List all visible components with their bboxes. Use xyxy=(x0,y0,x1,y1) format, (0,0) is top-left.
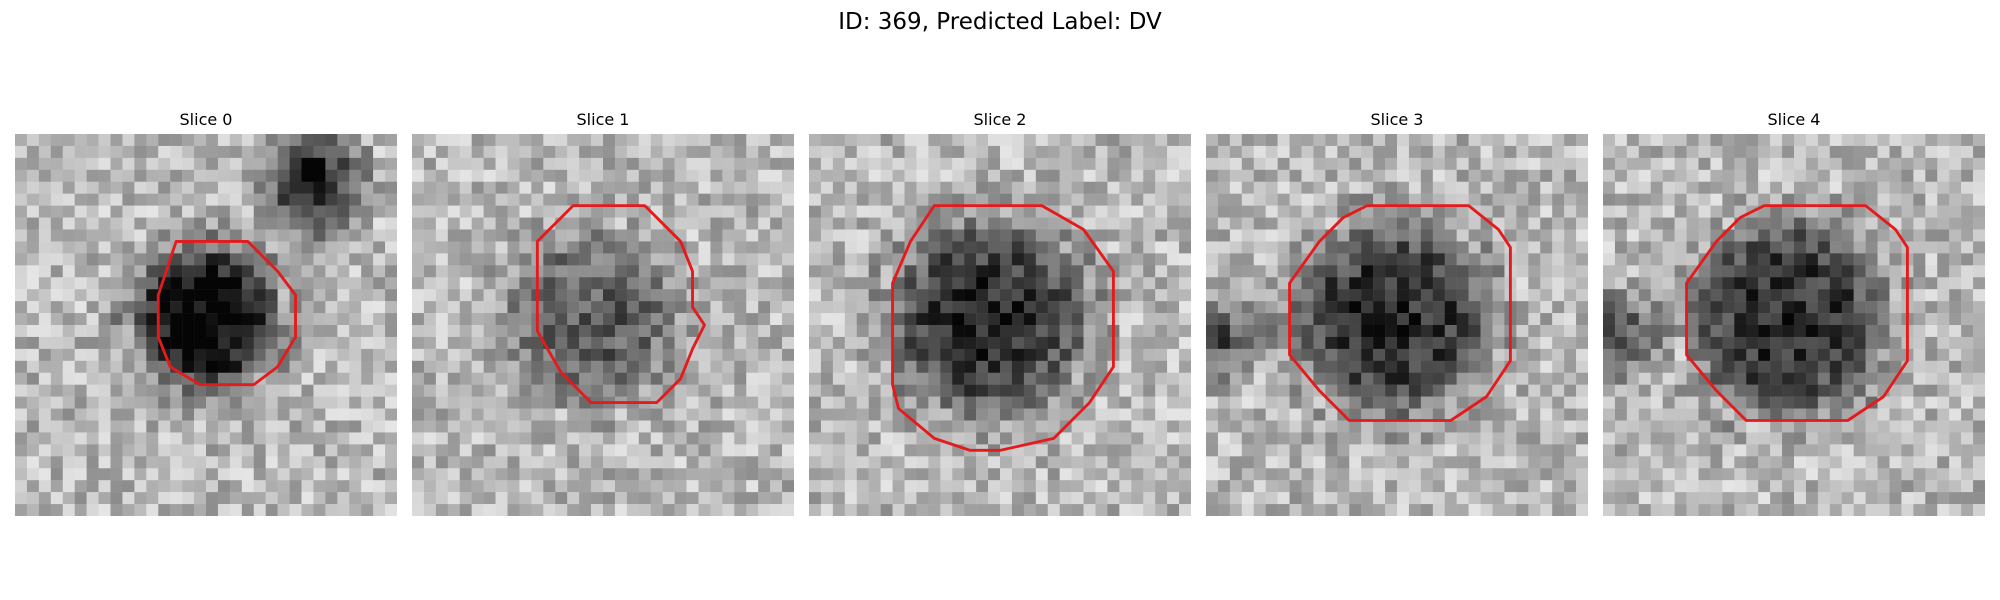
slice-title: Slice 4 xyxy=(1767,110,1821,129)
slice-title: Slice 0 xyxy=(179,110,233,129)
slice-panel-0: Slice 0 xyxy=(15,108,397,516)
segmentation-contour xyxy=(1288,204,1512,422)
slice-title: Slice 2 xyxy=(973,110,1027,129)
slice-image xyxy=(1603,134,1985,516)
segmentation-contour xyxy=(535,204,706,405)
slice-title: Slice 1 xyxy=(576,110,630,129)
figure-title: ID: 369, Predicted Label: DV xyxy=(838,9,1162,35)
slice-title: Slice 3 xyxy=(1370,110,1424,129)
segmentation-contour xyxy=(156,240,297,387)
slice-image xyxy=(412,134,794,516)
slice-image xyxy=(15,134,397,516)
slice-panel-1: Slice 1 xyxy=(412,108,794,516)
slice-panel-3: Slice 3 xyxy=(1206,108,1588,516)
slice-image xyxy=(1206,134,1588,516)
segmentation-contour xyxy=(1685,204,1909,422)
slice-image xyxy=(809,134,1191,516)
slice-panel-4: Slice 4 xyxy=(1603,108,1985,516)
segmentation-contour xyxy=(891,204,1115,452)
slice-panel-2: Slice 2 xyxy=(809,108,1191,516)
